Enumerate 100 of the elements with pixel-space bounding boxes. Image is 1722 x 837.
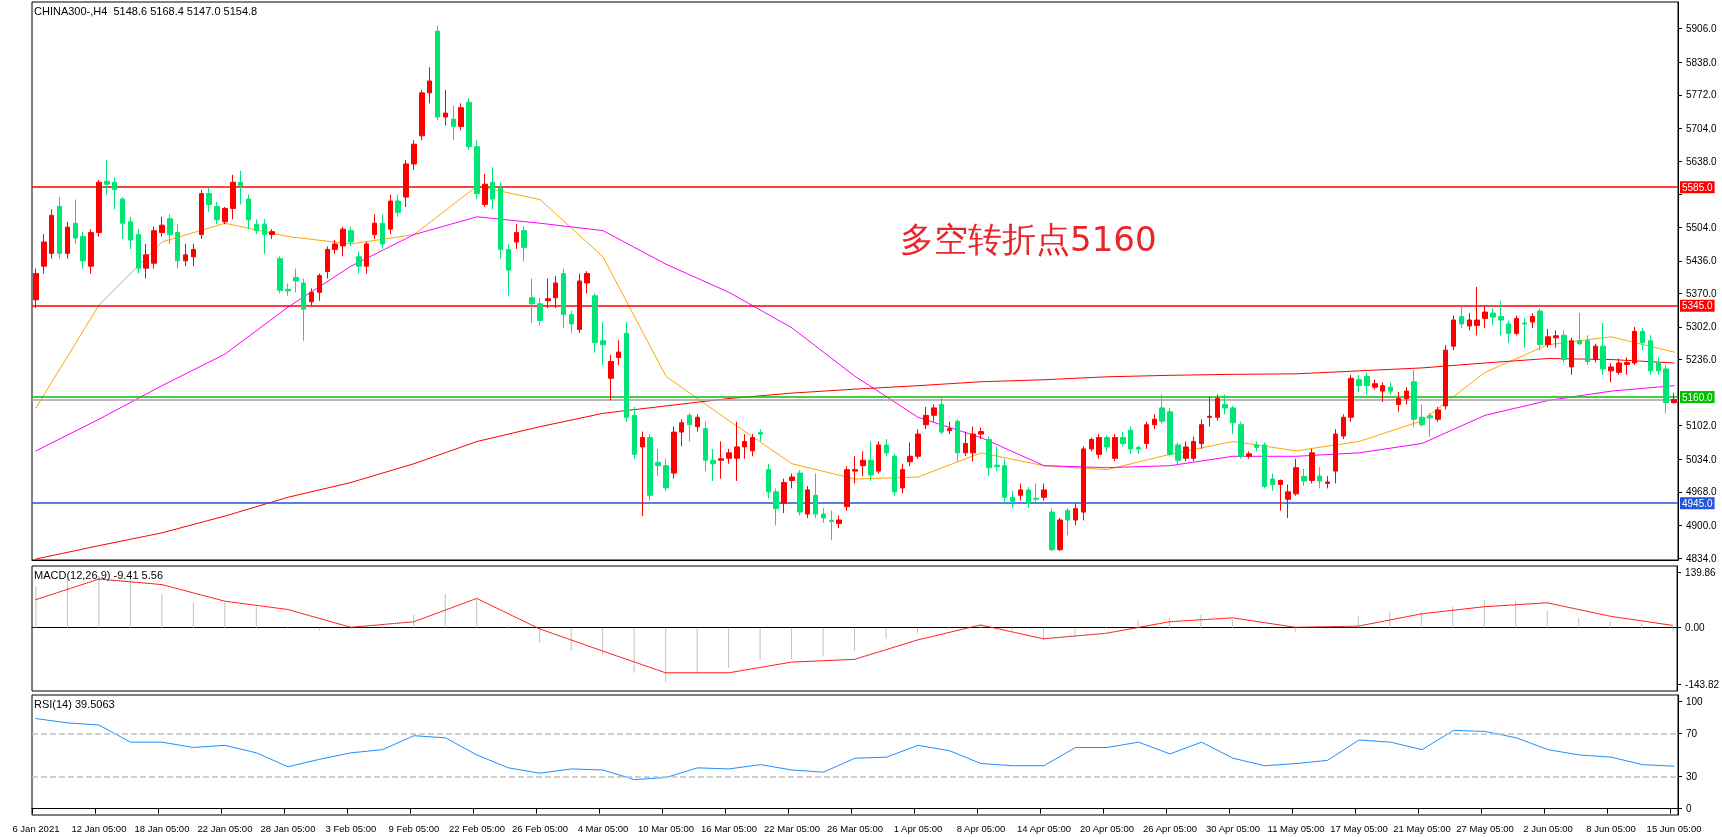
candlestick: [521, 226, 527, 262]
candlestick: [1309, 448, 1315, 484]
candlestick: [364, 241, 369, 275]
candlestick: [1341, 413, 1346, 440]
candlestick: [821, 507, 826, 524]
candlestick: [1002, 458, 1007, 504]
candlestick: [970, 426, 976, 462]
candlestick: [986, 436, 992, 477]
candlestick: [655, 448, 661, 477]
candlestick: [112, 176, 117, 210]
candlestick: [1372, 379, 1378, 391]
candlestick: [191, 243, 196, 267]
y-tick-label: 0: [1686, 803, 1692, 815]
y-tick-label: 5638.0: [1686, 155, 1718, 167]
candlestick: [1207, 396, 1212, 428]
candlestick: [1656, 357, 1661, 376]
candlestick: [1648, 334, 1653, 376]
candlestick: [120, 196, 125, 240]
x-tick-label: 4 Mar 05:00: [577, 822, 629, 834]
candlestick: [269, 228, 275, 240]
candlestick: [1467, 312, 1472, 331]
candlestick: [80, 231, 86, 270]
candlestick: [1152, 413, 1157, 430]
candlestick: [222, 206, 228, 225]
candlestick: [884, 438, 889, 457]
y-tick-label: 5906.0: [1686, 23, 1718, 35]
candlestick: [671, 426, 677, 480]
x-tick-label: 26 Apr 05:00: [1143, 822, 1197, 834]
candlestick: [1230, 405, 1236, 435]
candlestick: [57, 196, 62, 260]
candlestick: [1348, 374, 1354, 423]
candlestick: [640, 431, 645, 517]
candlestick: [1671, 392, 1677, 404]
candlestick: [175, 223, 180, 270]
candlestick: [773, 487, 779, 526]
candlestick: [254, 218, 259, 235]
x-tick-label: 3 Feb 05:00: [325, 822, 377, 834]
y-tick-label: 0.00: [1685, 622, 1705, 634]
candlestick: [844, 465, 850, 512]
candlestick: [514, 223, 519, 250]
candlestick: [955, 418, 960, 462]
y-tick-label: 100: [1686, 695, 1704, 707]
candlestick: [277, 255, 283, 294]
chart-title: CHINA300-,H4 5148.6 5168.4 5147.0 5154.8: [34, 4, 258, 17]
x-tick-label: 22 Mar 05:00: [764, 822, 820, 834]
candlestick: [892, 453, 897, 497]
candlestick: [632, 406, 637, 460]
candlestick: [1514, 315, 1519, 336]
x-tick-label: 26 Feb 05:00: [511, 822, 568, 834]
candlestick: [900, 463, 905, 494]
candlestick: [1262, 441, 1267, 489]
ref-line-label: 4945.0: [1682, 497, 1714, 509]
candlestick: [506, 243, 511, 297]
candlestick: [734, 421, 740, 482]
candlestick: [427, 66, 432, 104]
candlestick: [1537, 307, 1543, 351]
candlestick: [1419, 403, 1425, 428]
candlestick: [458, 102, 464, 131]
candlestick: [1577, 312, 1582, 346]
candlestick: [663, 458, 669, 492]
candlestick: [246, 194, 251, 230]
candlestick: [726, 448, 732, 465]
candlestick: [1254, 440, 1259, 452]
candlestick: [348, 226, 354, 247]
candlestick: [1238, 421, 1244, 460]
candlestick: [931, 403, 937, 423]
candlestick: [1191, 436, 1196, 462]
candlestick: [1081, 445, 1086, 521]
candlestick: [963, 431, 968, 457]
x-tick-label: 2 Jun 05:00: [1523, 822, 1573, 834]
candlestick: [592, 292, 598, 354]
candlestick: [860, 450, 866, 477]
candlestick: [1451, 315, 1456, 351]
candlestick: [876, 440, 881, 475]
ref-line-label: 5585.0: [1682, 181, 1714, 193]
candlestick: [88, 228, 94, 275]
y-tick-label: 139.86: [1685, 566, 1717, 578]
candlestick: [293, 268, 299, 293]
candlestick: [49, 208, 54, 260]
candlestick: [1561, 329, 1567, 363]
candlestick: [1120, 431, 1126, 447]
line-series: [35, 718, 1675, 781]
y-tick-label: 5370.0: [1686, 287, 1718, 299]
candlestick: [939, 396, 944, 435]
candlestick: [766, 463, 771, 499]
candlestick: [136, 228, 141, 275]
candlestick: [1530, 312, 1535, 329]
y-tick-label: 5704.0: [1686, 122, 1718, 134]
x-tick-label: 17 May 05:00: [1330, 822, 1388, 834]
candlestick: [569, 310, 574, 334]
candlestick: [356, 250, 362, 275]
x-tick-label: 10 Mar 05:00: [637, 822, 694, 834]
candlestick: [199, 189, 204, 240]
candlestick: [451, 105, 456, 141]
candlestick: [852, 455, 858, 484]
candlestick: [498, 181, 503, 260]
candlestick: [490, 166, 495, 210]
candlestick: [1411, 369, 1417, 428]
ref-line-label: 5345.0: [1682, 300, 1714, 312]
x-tick-label: 26 Mar 05:00: [827, 822, 883, 834]
